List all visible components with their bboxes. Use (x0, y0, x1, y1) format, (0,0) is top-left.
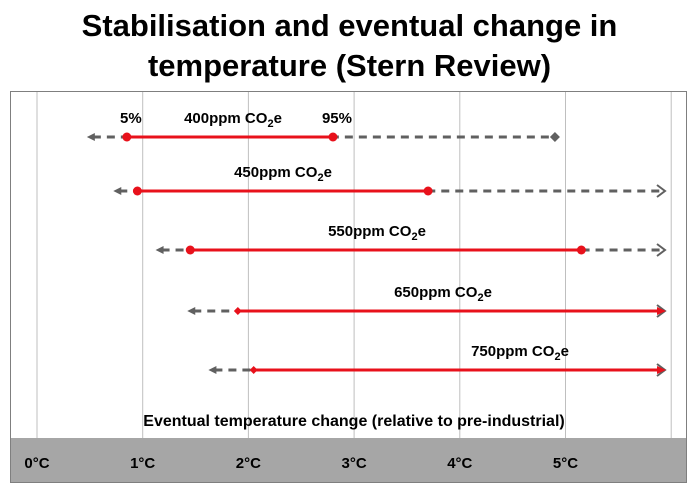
chart-title: Stabilisation and eventual change in tem… (0, 6, 699, 86)
x-tick-label: 3°C (342, 455, 367, 472)
likely-range-low-marker (249, 366, 258, 374)
plot-frame (10, 91, 687, 483)
series-label-subscript: 2 (317, 172, 323, 184)
full-range-low-marker (208, 366, 217, 374)
full-range-low-marker (187, 307, 196, 315)
full-range-low-marker (155, 246, 164, 254)
series-label-main: 400ppm CO (184, 110, 268, 127)
series-label-tail: e (561, 343, 569, 360)
series-1: 450ppm CO2e (113, 164, 667, 198)
series-3: 650ppm CO2e (187, 284, 667, 318)
full-range-low-marker (86, 133, 95, 141)
series-label: 650ppm CO2e (394, 284, 492, 304)
series-0: 400ppm CO2e 5% 95% (86, 110, 560, 142)
chart-title-line-2: temperature (Stern Review) (147, 48, 552, 83)
full-range-high-arrow (656, 243, 667, 257)
series-label-main: 450ppm CO (234, 164, 318, 181)
series-label: 750ppm CO2e (471, 343, 569, 363)
series-2: 550ppm CO2e (155, 223, 667, 257)
series-label-tail: e (484, 284, 492, 301)
likely-range-high-dot (576, 245, 586, 255)
series-label-tail: e (274, 110, 282, 127)
x-axis-label: Eventual temperature change (relative to… (143, 413, 564, 430)
series-4: 750ppm CO2e (208, 343, 667, 377)
x-tick-labels: 0°C 1°C 2°C 3°C 4°C 5°C (24, 455, 578, 472)
x-tick-label: 4°C (447, 455, 472, 472)
likely-range-low-dot (185, 245, 195, 255)
series-label: 400ppm CO2e (184, 110, 282, 130)
percentile-label-low: 5% (120, 110, 142, 127)
series-label-subscript: 2 (477, 292, 483, 304)
likely-range-high-arrow (657, 307, 666, 315)
x-axis-band (11, 438, 686, 482)
series-label-subscript: 2 (554, 351, 560, 363)
x-tick-label: 5°C (553, 455, 578, 472)
x-tick-label: 0°C (24, 455, 49, 472)
series-label-main: 550ppm CO (328, 223, 412, 240)
likely-range-low-marker (233, 307, 242, 315)
percentile-label-high: 95% (322, 110, 352, 127)
x-tick-label: 2°C (236, 455, 261, 472)
likely-range-high-arrow (657, 366, 666, 374)
series-label-subscript: 2 (267, 118, 273, 130)
grid-lines (36, 92, 672, 438)
chart-title-line-1: Stabilisation and eventual change in (81, 8, 618, 43)
series-label-main: 650ppm CO (394, 284, 478, 301)
likely-range-low-dot (132, 186, 142, 196)
x-tick-label: 1°C (130, 455, 155, 472)
likely-range-high-dot (328, 132, 338, 142)
series-label-tail: e (418, 223, 426, 240)
series-label: 550ppm CO2e (328, 223, 426, 243)
full-range-high-arrow (656, 184, 667, 198)
series-label: 450ppm CO2e (234, 164, 332, 184)
full-range-low-marker (113, 187, 122, 195)
series-label-main: 750ppm CO (471, 343, 555, 360)
series-label-subscript: 2 (411, 231, 417, 243)
likely-range-low-dot (122, 132, 132, 142)
full-range-high-marker (549, 132, 560, 142)
series-label-tail: e (324, 164, 332, 181)
likely-range-high-dot (423, 186, 433, 196)
